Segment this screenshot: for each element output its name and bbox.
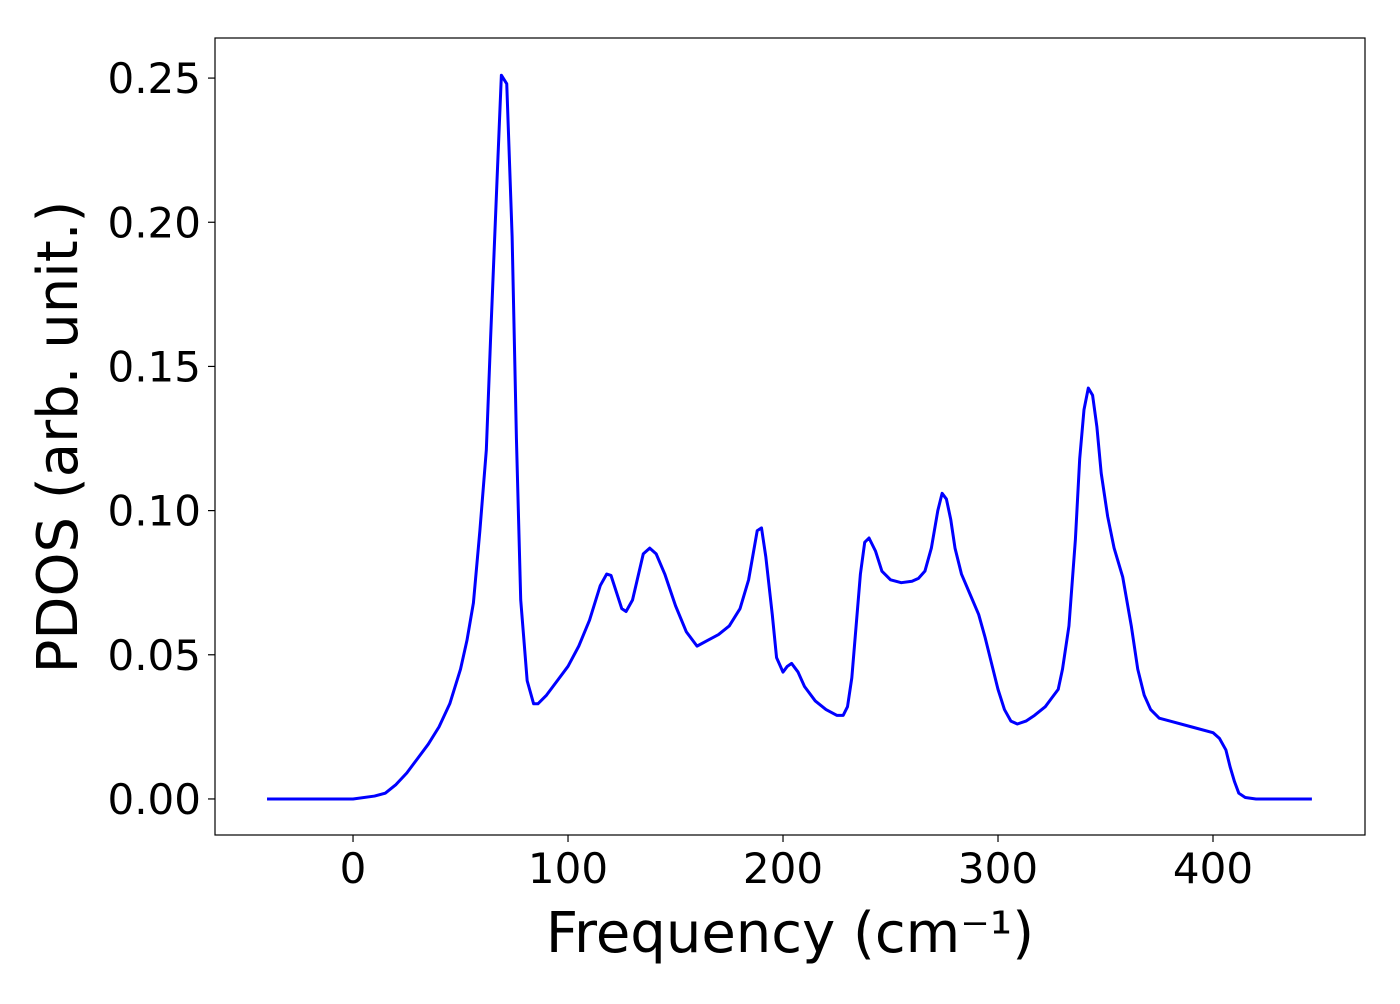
plot-frame (214, 37, 1366, 836)
x-tick-label: 100 (528, 844, 608, 893)
y-tick-label: 0.15 (107, 342, 201, 391)
y-tick-label: 0.20 (107, 198, 201, 247)
y-tick-label: 0.25 (107, 54, 201, 103)
data-line (267, 73, 1312, 801)
x-axis-label: Frequency (cm⁻¹) (546, 901, 1034, 966)
y-axis-label: PDOS (arb. unit.) (26, 201, 91, 674)
x-tick-label: 400 (1173, 844, 1253, 893)
x-tick-label: 200 (743, 844, 823, 893)
x-tick-label: 0 (340, 844, 367, 893)
y-tick-label: 0.10 (107, 487, 201, 536)
y-tick-label: 0.05 (107, 631, 201, 680)
y-tick-label: 0.00 (107, 775, 201, 824)
x-tick-label: 300 (958, 844, 1038, 893)
